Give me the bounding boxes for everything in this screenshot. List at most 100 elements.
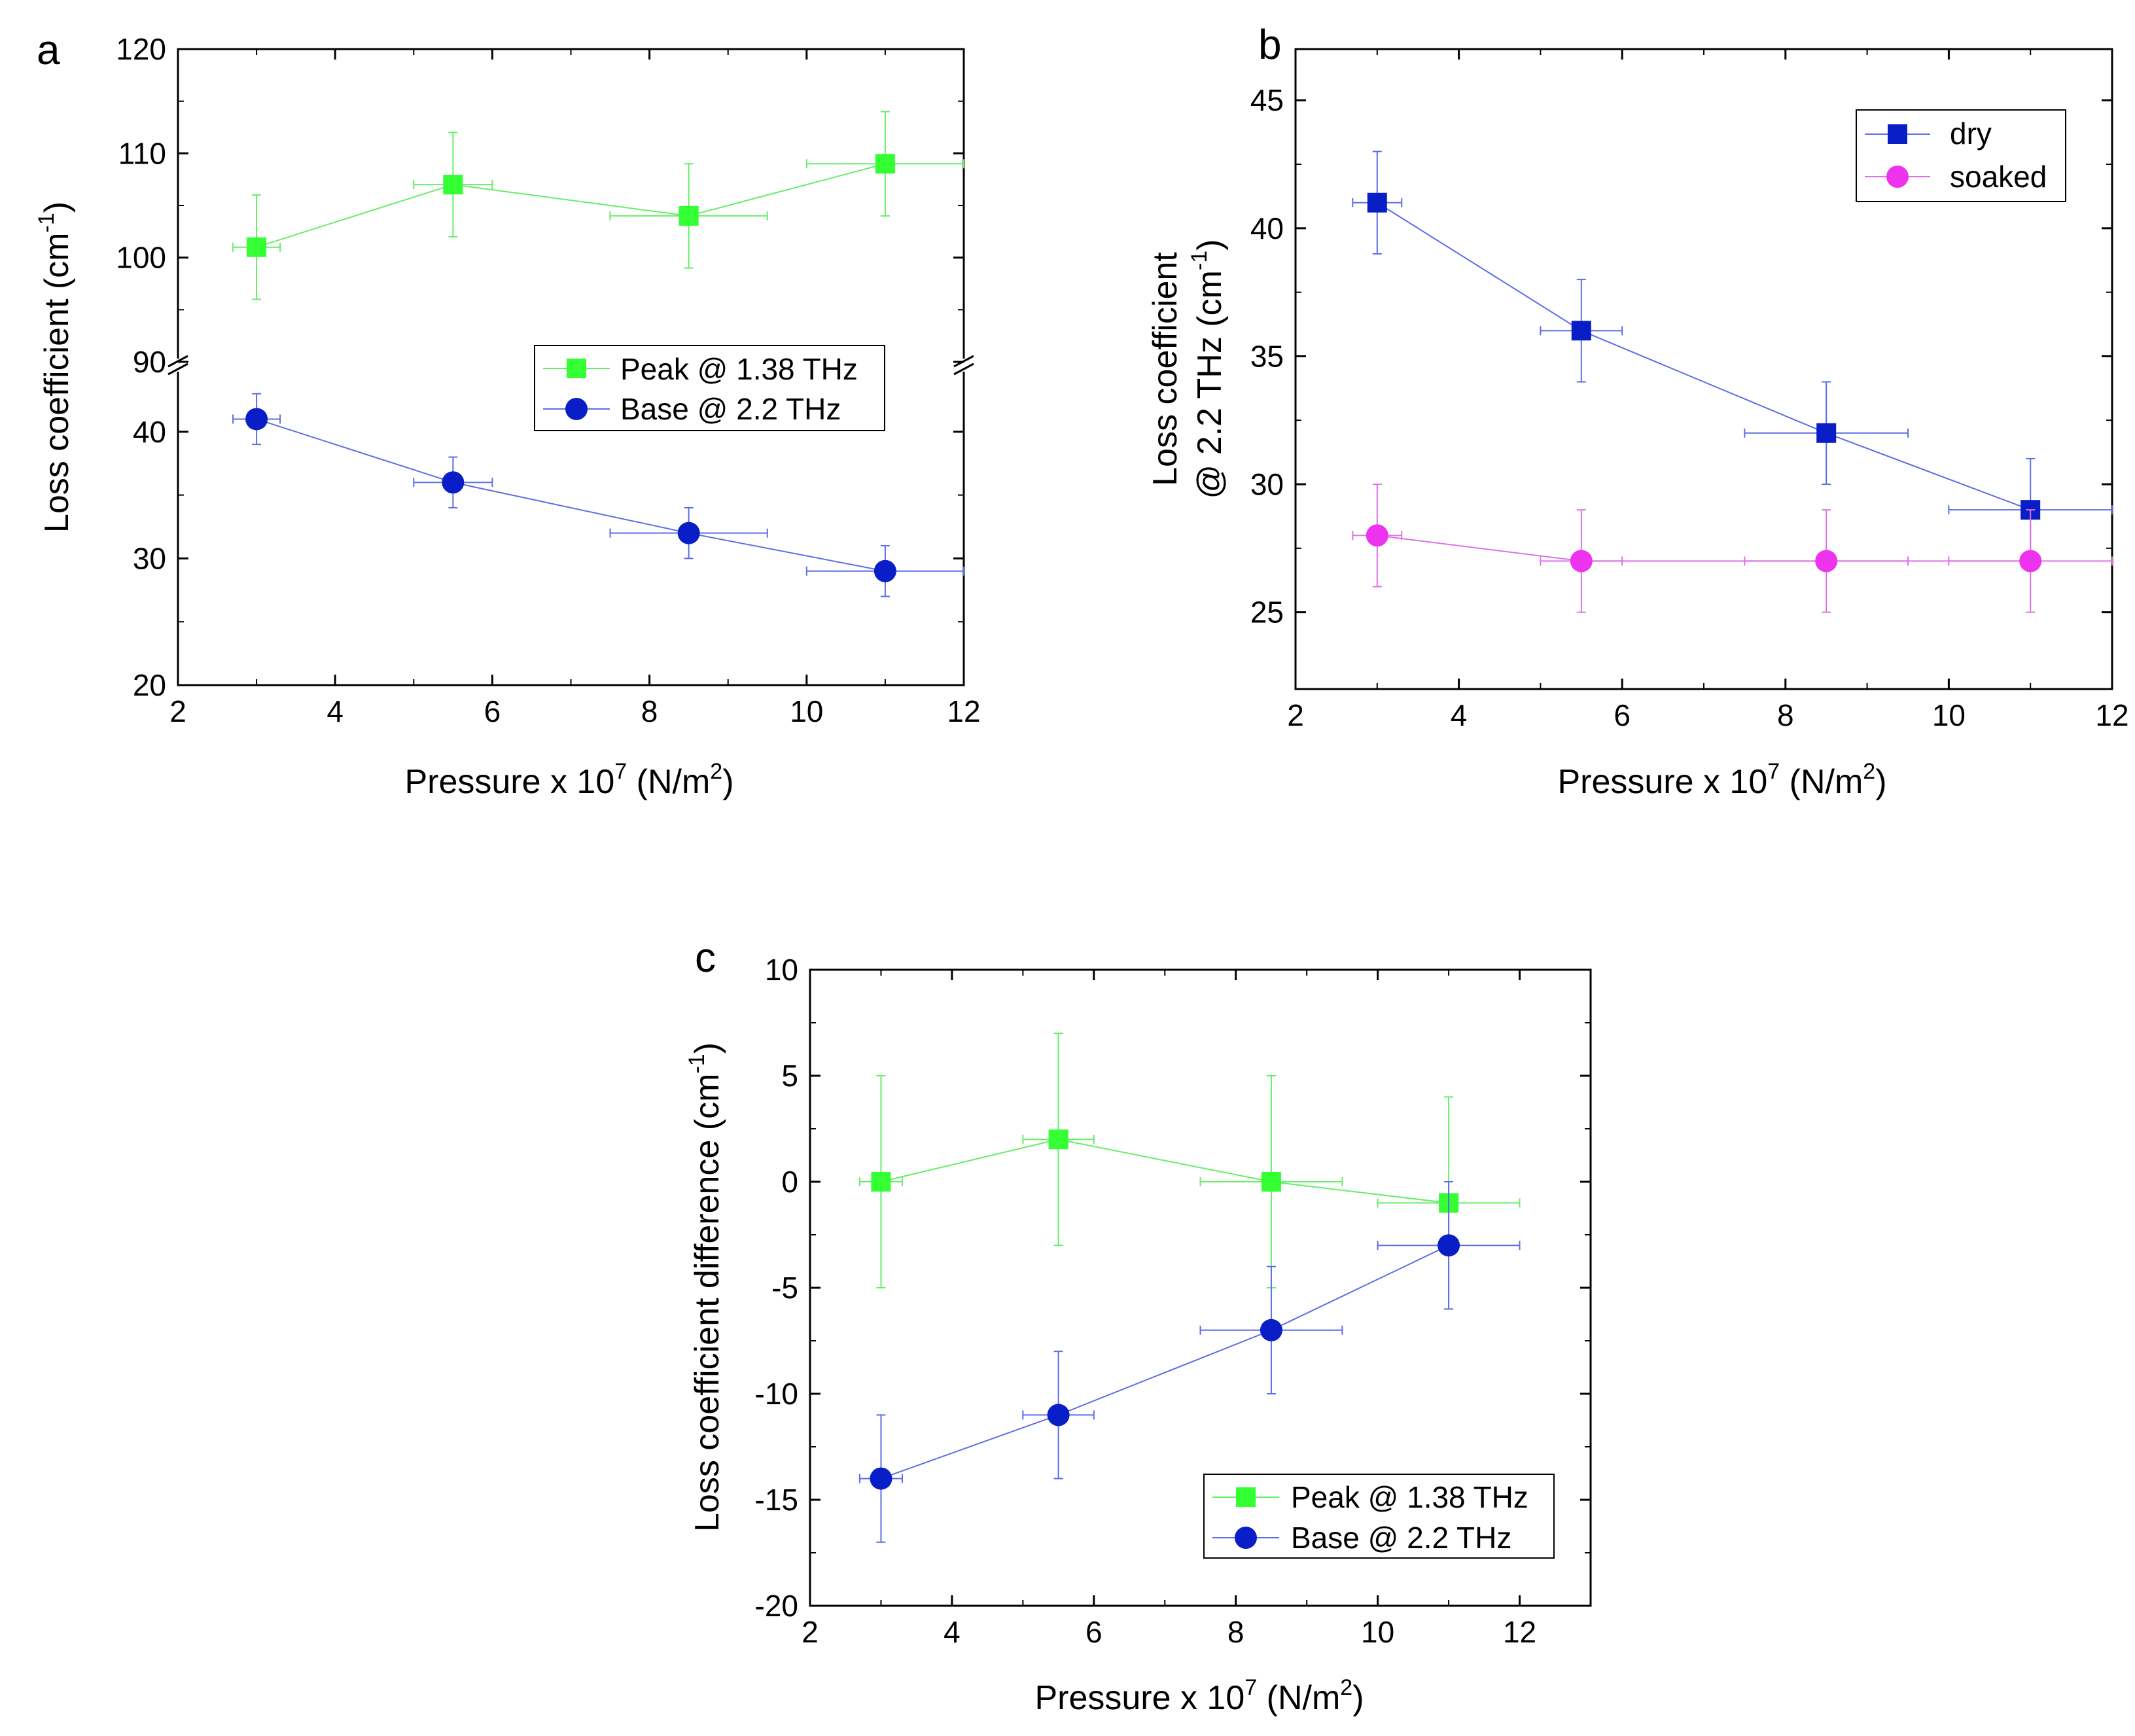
series-line-a-0 [256,163,886,248]
panel-label-b: b [1258,21,1282,68]
x-tick-label-c-0: 2 [802,1615,819,1649]
x-tick-label-b-2: 6 [1614,698,1631,732]
data-point-a-0-2 [679,205,699,226]
data-point-b-1-2 [1815,550,1838,573]
data-point-c-1-0 [870,1467,892,1490]
data-point-a-1-1 [442,471,465,494]
series-line-b-0 [1377,202,2031,511]
legend-label-peak-a: Peak @ 1.38 THz [620,352,858,386]
x-tick-label-b-4: 10 [1932,698,1966,732]
x-tick-label-a-3: 8 [641,694,658,728]
series-line-c-0 [881,1139,1449,1204]
y-tick-label-b-4: 45 [1250,83,1284,117]
y-tick-label-al-2: 40 [133,415,166,449]
y-tick-label-c-3: -5 [771,1271,798,1305]
x-tick-label-a-5: 12 [947,694,980,728]
legend-a: Peak @ 1.38 THz Base @ 2.2 THz [534,345,885,431]
data-point-a-1-2 [677,522,700,544]
x-tick-label-a-0: 2 [169,694,186,728]
x-tick-label-a-4: 10 [790,694,823,728]
data-point-b-1-1 [1570,550,1593,573]
legend-marker-base-a [565,398,588,420]
data-point-a-0-3 [875,154,895,174]
legend-marker-base-c [1235,1527,1257,1549]
data-point-b-0-2 [1816,423,1837,443]
data-point-c-0-0 [871,1172,891,1192]
y-axis-label-a: Loss coefficient (cm-1) [34,202,76,533]
y-axis-label-b-line2: @ 2.2 THz (cm-1) [1187,239,1229,499]
legend-marker-peak-a [567,359,586,378]
y-axis-label-b: Loss coefficient @ 2.2 THz (cm-1) [1146,239,1229,499]
x-tick-label-b-3: 8 [1777,698,1794,732]
x-tick-label-c-1: 4 [944,1615,961,1649]
y-tick-label-c-1: -15 [755,1483,798,1517]
legend-marker-peak-c [1236,1487,1256,1507]
legend-label-peak-c: Peak @ 1.38 THz [1291,1480,1528,1514]
legend-label-base-c: Base @ 2.2 THz [1291,1521,1511,1555]
legend-b: dry soaked [1856,109,2066,202]
x-tick-label-c-4: 10 [1361,1615,1394,1649]
y-tick-label-c-6: 10 [765,953,798,987]
panel-a: a 2 4 6 8 10 12 90 100 110 120 20 30 40 Pressure x 1… [34,26,981,801]
x-tick-label-a-1: 4 [326,694,344,728]
legend-label-soaked-b: soaked [1950,160,2047,194]
x-tick-label-c-2: 6 [1085,1615,1103,1649]
y-tick-label-al-0: 20 [133,668,166,702]
data-point-a-1-3 [873,559,896,582]
legend-label-base-a: Base @ 2.2 THz [620,392,841,426]
series-a [232,111,964,597]
axes-c: 2 4 6 8 10 12 -20 -15 -10 -5 0 5 10 [755,953,1591,1649]
series-line-b-1 [1377,535,2031,562]
y-tick-label-au-2: 110 [118,136,166,170]
panel-label-c: c [695,934,716,981]
x-axis-label-a: Pressure x 107 (N/m2) [404,759,733,801]
legend-box-c [1203,1474,1555,1559]
y-tick-label-c-0: -20 [755,1589,798,1623]
x-axis-label-b: Pressure x 107 (N/m2) [1557,759,1886,801]
data-point-c-1-1 [1047,1404,1070,1426]
y-tick-label-c-5: 5 [781,1059,798,1093]
series-b [1352,151,2113,613]
y-tick-label-b-3: 40 [1250,211,1284,245]
data-point-c-1-3 [1438,1234,1460,1257]
data-point-a-0-0 [247,237,267,257]
legend-c: Peak @ 1.38 THz Base @ 2.2 THz [1203,1474,1555,1559]
legend-label-dry-b: dry [1950,116,1992,151]
y-axis-label-b-line1: Loss coefficient [1146,252,1184,486]
x-tick-label-c-3: 8 [1227,1615,1244,1649]
y-tick-label-al-1: 30 [133,541,166,575]
panel-b: b 2 4 6 8 10 12 25 30 35 40 45 Pressure x 107 (N/m… [1146,21,2129,801]
panel-c: c 2 4 6 8 10 12 -20 -15 -10 -5 0 5 10 Pressure x 107… [684,934,1592,1717]
y-tick-label-c-4: 0 [781,1165,798,1199]
series-c [858,1033,1521,1543]
data-point-a-0-1 [443,175,463,195]
panel-label-a: a [37,26,60,73]
x-tick-label-b-1: 4 [1451,698,1468,732]
y-tick-label-au-0: 90 [133,345,166,379]
y-tick-label-c-2: -10 [755,1377,798,1411]
y-tick-label-b-0: 25 [1250,595,1284,629]
series-line-a-1 [256,418,886,572]
x-tick-label-b-5: 12 [2095,698,2128,732]
axes-a: 2 4 6 8 10 12 90 100 110 120 20 30 40 [116,32,980,728]
data-point-b-1-3 [2019,550,2042,573]
data-point-c-0-2 [1261,1172,1281,1192]
y-tick-label-b-1: 30 [1250,467,1284,501]
legend-marker-dry-b [1888,124,1907,144]
data-point-c-1-2 [1260,1319,1282,1341]
y-tick-label-au-1: 100 [116,241,166,275]
data-point-a-1-0 [245,408,268,431]
data-point-c-0-1 [1048,1129,1068,1150]
legend-marker-soaked-b [1886,166,1909,188]
data-point-b-1-0 [1366,524,1388,547]
y-tick-label-au-3: 120 [116,32,166,66]
legend-box-a [534,345,885,431]
data-point-b-0-1 [1571,321,1591,341]
x-tick-label-c-5: 12 [1503,1615,1536,1649]
series-line-c-1 [881,1245,1449,1479]
x-axis-label-c: Pressure x 107 (N/m2) [1034,1675,1364,1717]
x-tick-label-b-0: 2 [1287,698,1304,732]
axes-b: 2 4 6 8 10 12 25 30 35 40 45 [1250,49,2129,732]
data-point-b-0-0 [1367,192,1387,213]
